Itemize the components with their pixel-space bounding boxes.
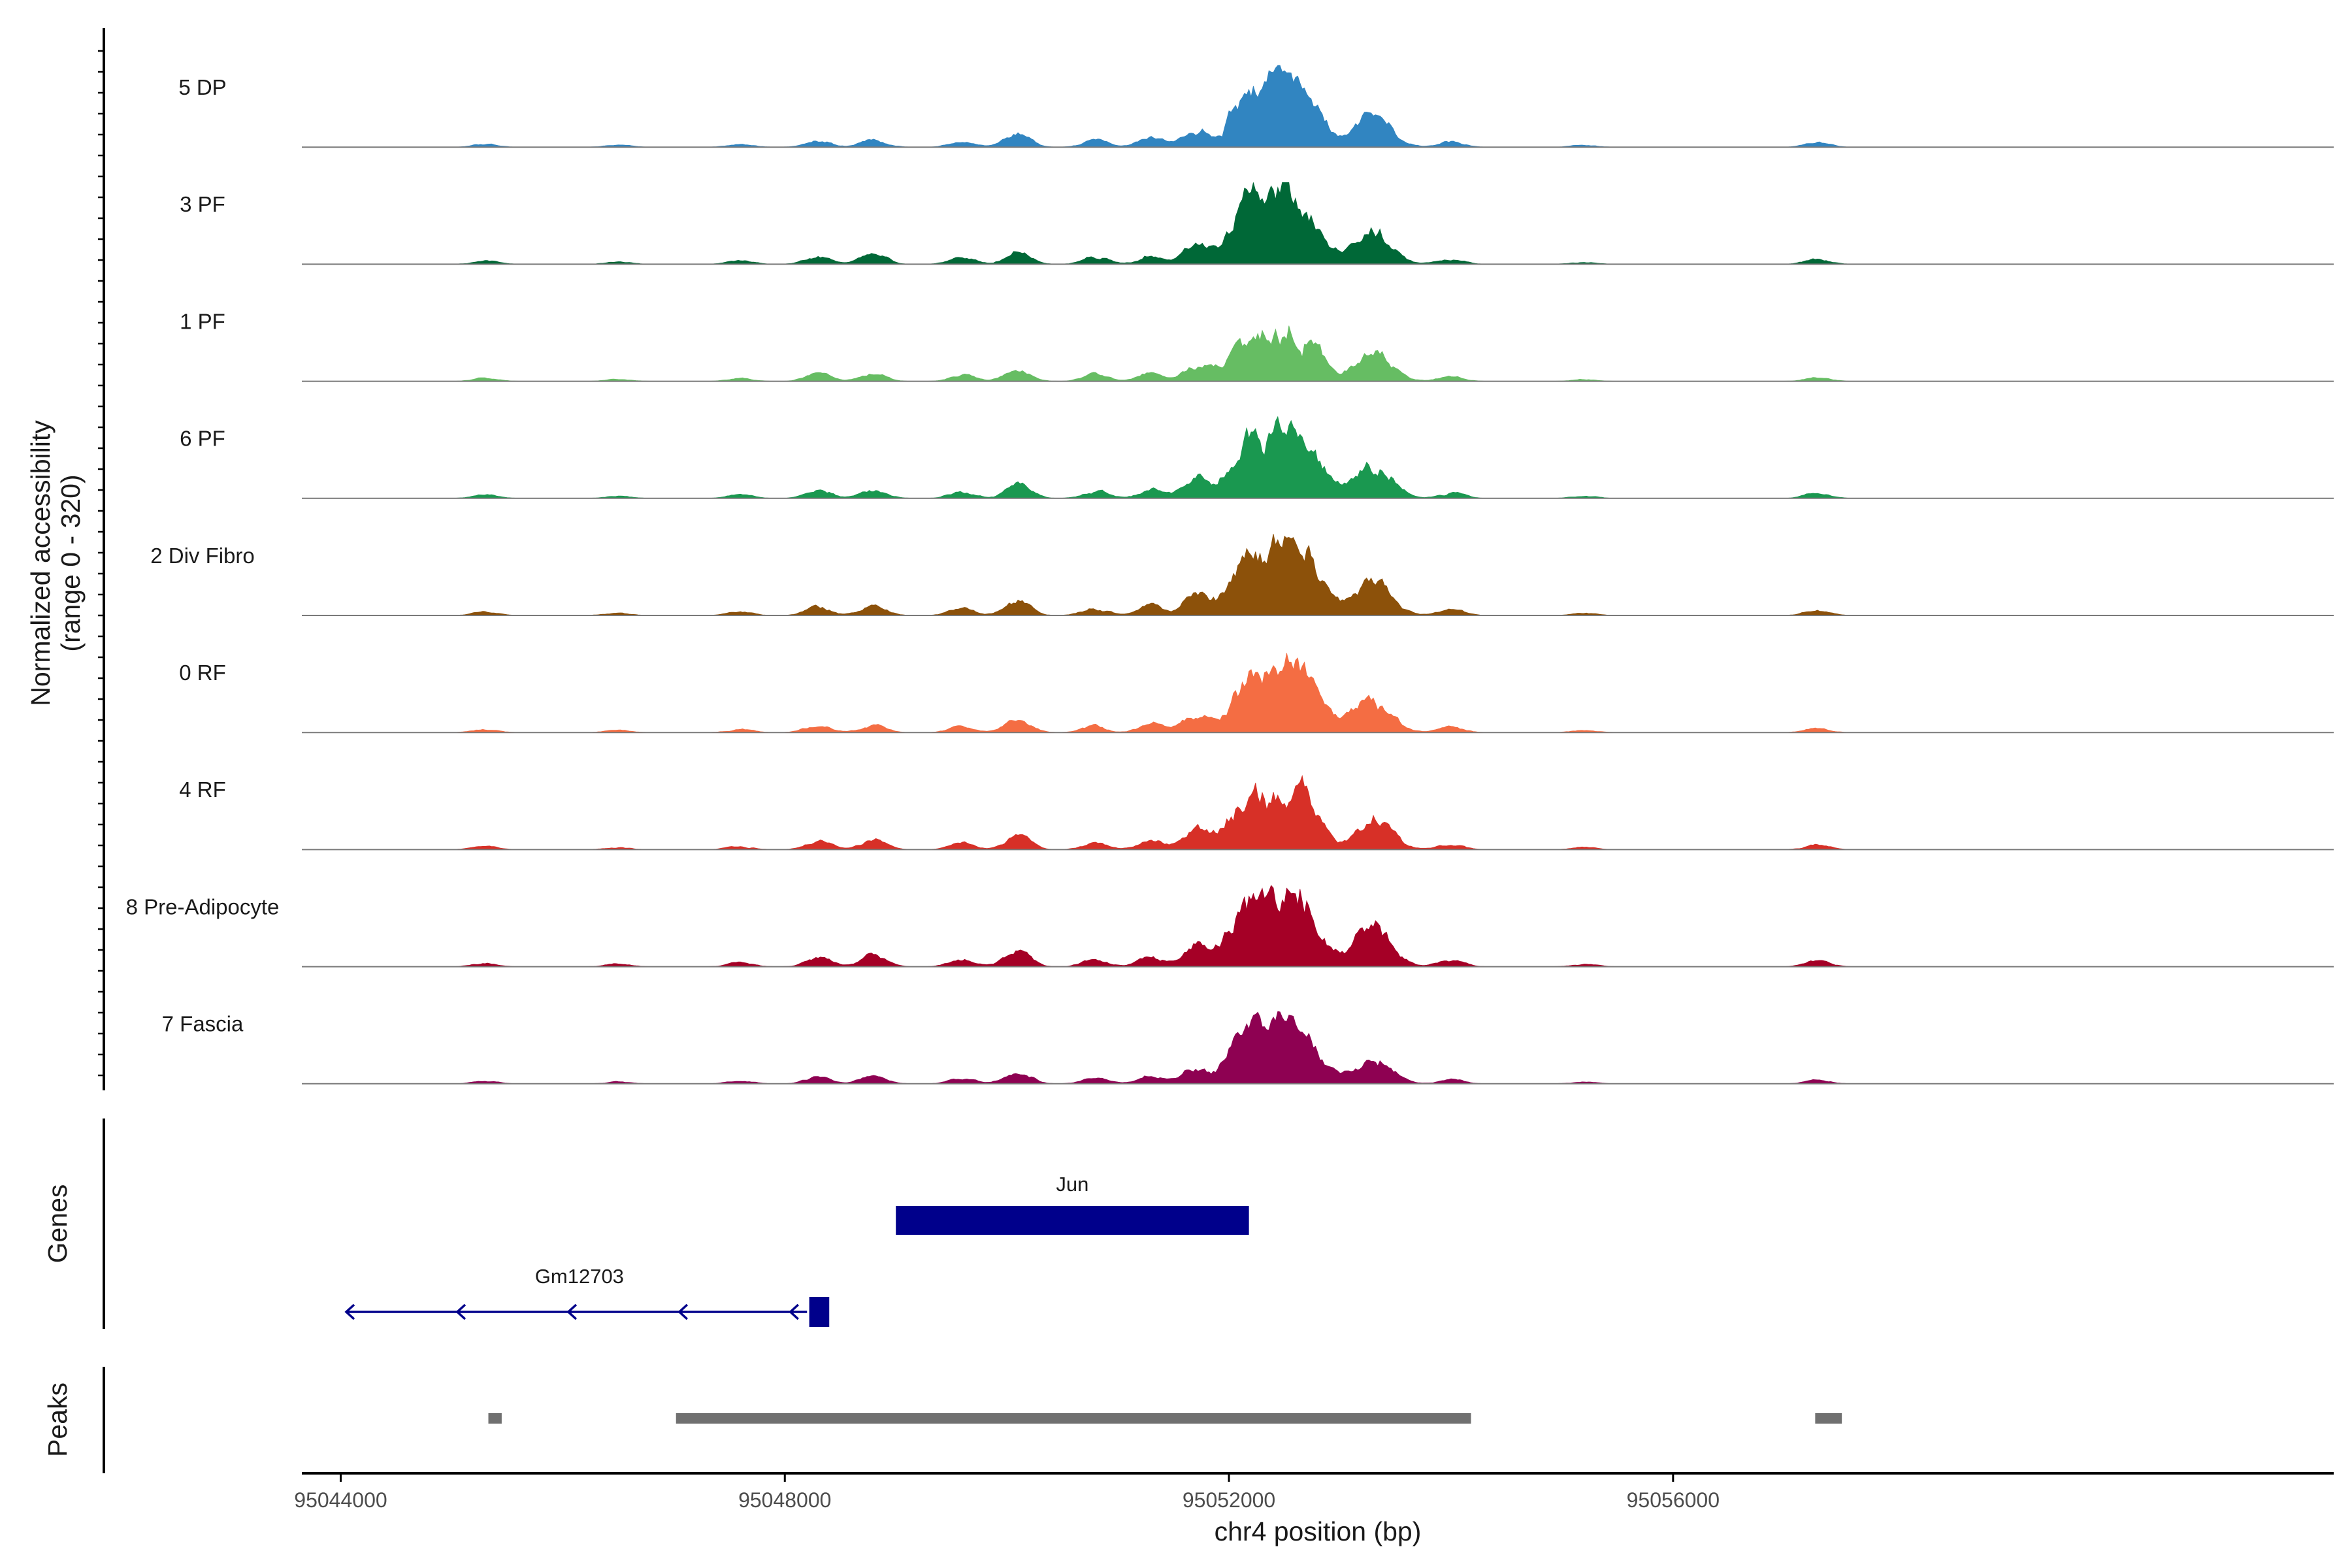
track-label: 7 Fascia xyxy=(162,1012,244,1036)
x-axis-title: chr4 position (bp) xyxy=(1215,1516,1422,1546)
strand-arrow xyxy=(678,1303,688,1320)
gene-exon xyxy=(809,1297,830,1327)
coverage-track: 0 RF xyxy=(179,653,2334,734)
gene-annotation-track: Jun Gm12703 xyxy=(344,1173,1249,1327)
coverage-track: 4 RF xyxy=(179,775,2334,851)
x-axis-ticks: 95044000 95048000 95052000 95056000 xyxy=(294,1475,1720,1512)
track-label: 4 RF xyxy=(179,777,226,802)
x-tick-label: 95052000 xyxy=(1183,1488,1275,1512)
track-label: 3 PF xyxy=(180,192,225,216)
peak-region xyxy=(1815,1413,1842,1424)
coverage-track: 6 PF xyxy=(180,416,2334,499)
gene-gm12703: Gm12703 xyxy=(344,1265,830,1327)
x-tick-label: 95044000 xyxy=(294,1488,387,1512)
coverage-track: 7 Fascia xyxy=(162,1011,2334,1085)
y-axis-title-line2: (range 0 - 320) xyxy=(56,474,86,651)
strand-arrow xyxy=(455,1303,466,1320)
track-label: 8 Pre-Adipocyte xyxy=(126,894,280,919)
track-label: 2 Div Fibro xyxy=(150,544,255,568)
coverage-track: 5 DP xyxy=(178,65,2334,148)
y-axis-title-line1: Normalized accessibility xyxy=(25,420,56,706)
track-label: 5 DP xyxy=(178,75,226,99)
x-tick-label: 95048000 xyxy=(738,1488,831,1512)
peaks-panel-title: Peaks xyxy=(42,1382,73,1457)
coverage-area xyxy=(329,534,2173,616)
track-label: 6 PF xyxy=(180,427,225,451)
coverage-area xyxy=(329,416,2173,499)
coverage-area xyxy=(329,653,2173,733)
coverage-area xyxy=(329,182,2173,265)
coverage-area xyxy=(329,775,2173,850)
track-label: 0 RF xyxy=(179,661,226,685)
gene-body xyxy=(896,1206,1249,1235)
x-tick-label: 95056000 xyxy=(1627,1488,1720,1512)
coverage-track: 3 PF xyxy=(180,182,2334,265)
track-label: 1 PF xyxy=(180,309,225,333)
coverage-area xyxy=(329,1011,2173,1085)
strand-arrow xyxy=(566,1303,578,1320)
strand-arrow xyxy=(344,1303,355,1320)
genes-panel-title: Genes xyxy=(42,1184,73,1264)
coverage-track: 2 Div Fibro xyxy=(150,534,2334,616)
peak-region xyxy=(488,1413,502,1424)
gene-jun: Jun xyxy=(896,1173,1249,1235)
coverage-y-axis xyxy=(98,28,105,1090)
gene-label: Gm12703 xyxy=(535,1265,624,1288)
coverage-area xyxy=(329,325,2173,382)
coverage-tracks: 5 DP 3 PF 1 PF 6 PF 2 Div Fibro 0 RF 4 RF 8 Pre… xyxy=(126,65,2334,1085)
coverage-track: 1 PF xyxy=(180,309,2334,382)
coverage-area xyxy=(329,65,2173,148)
peaks-track xyxy=(488,1413,1842,1424)
gene-label: Jun xyxy=(1056,1173,1088,1196)
strand-arrow xyxy=(789,1303,799,1320)
coverage-area xyxy=(329,885,2173,968)
peak-region xyxy=(676,1413,1471,1424)
coverage-track: 8 Pre-Adipocyte xyxy=(126,885,2334,968)
